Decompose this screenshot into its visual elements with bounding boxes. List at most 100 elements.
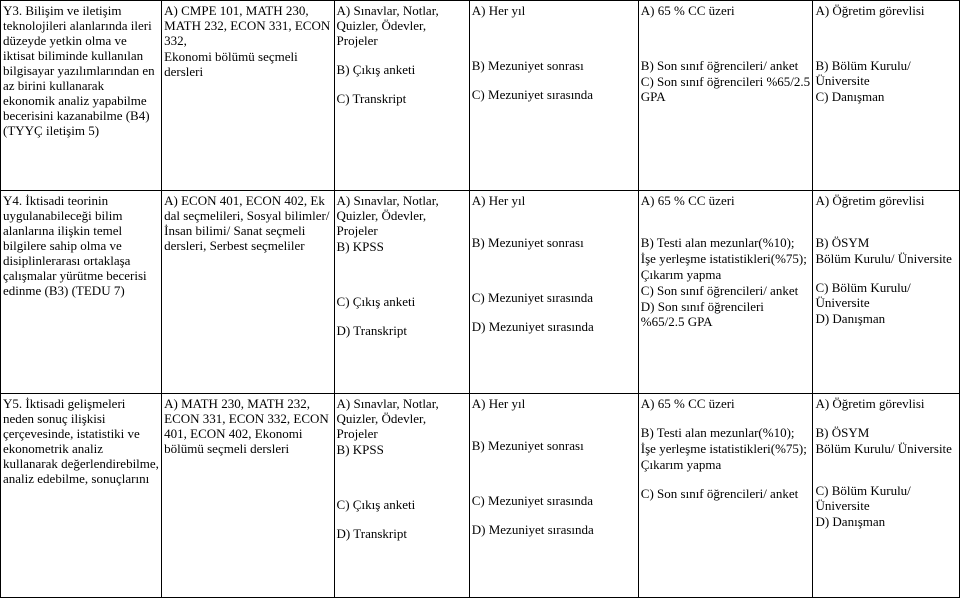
responsible-cell-line: A) Öğretim görevlisi	[815, 397, 957, 412]
responsible-cell-line: C) Bölüm Kurulu/ Üniversite	[815, 281, 957, 311]
course-outcomes-table: Y3. Bilişim ve iletişim teknolojileri al…	[0, 0, 960, 598]
responsible-cell-line: D) Danışman	[815, 312, 957, 327]
responsible-cell-line	[815, 20, 957, 32]
timing-cell-line: C) Mezuniyet sırasında	[472, 291, 636, 306]
responsible-cell: A) Öğretim görevlisi B) Bölüm Kurulu/ Üni…	[813, 1, 960, 191]
criteria-cell-line: B) Testi alan mezunlar(%10);	[641, 426, 811, 441]
responsible-cell-line	[815, 458, 957, 470]
outcome-cell-line: Y3. Bilişim ve iletişim teknolojileri al…	[3, 4, 159, 138]
criteria-cell-line	[641, 223, 811, 235]
responsible-cell-line	[815, 46, 957, 58]
assessment-cell: A) Sınavlar, Notlar, Quizler, Ödevler, P…	[334, 1, 469, 191]
courses-cell-line: A) CMPE 101, MATH 230, MATH 232, ECON 33…	[164, 4, 331, 49]
assessment-cell-line: A) Sınavlar, Notlar, Quizler, Ödevler, P…	[337, 397, 467, 442]
responsible-cell: A) Öğretim görevlisi B) ÖSYMBölüm Kurulu/…	[813, 190, 960, 394]
assessment-cell-line	[337, 311, 467, 323]
timing-cell-line	[472, 210, 636, 222]
responsible-cell-line	[815, 210, 957, 222]
outcome-cell-line: Y5. İktisadi gelişmeleri neden sonuç ili…	[3, 397, 159, 487]
timing-cell-line: A) Her yıl	[472, 194, 636, 209]
assessment-cell: A) Sınavlar, Notlar, Quizler, Ödevler, P…	[334, 190, 469, 394]
assessment-cell: A) Sınavlar, Notlar, Quizler, Ödevler, P…	[334, 394, 469, 598]
criteria-cell-line: B) Testi alan mezunlar(%10);	[641, 236, 811, 251]
assessment-cell-line: D) Transkript	[337, 324, 467, 339]
responsible-cell-line: Bölüm Kurulu/ Üniversite	[815, 252, 957, 267]
criteria-cell: A) 65 % CC üzeriB) Son sınıf öğrencileri…	[638, 1, 813, 191]
timing-cell-line	[472, 20, 636, 32]
outcome-cell: Y4. İktisadi teorinin uygulanabileceği b…	[1, 190, 162, 394]
responsible-cell-line	[815, 471, 957, 483]
assessment-cell-line	[337, 514, 467, 526]
assessment-cell-line	[337, 282, 467, 294]
criteria-cell-line: İşe yerleşme istatistikleri(%75);	[641, 252, 811, 267]
timing-cell-line	[472, 426, 636, 438]
timing-cell-line: D) Mezuniyet sırasında	[472, 320, 636, 335]
assessment-cell-line: A) Sınavlar, Notlar, Quizler, Ödevler, P…	[337, 4, 467, 49]
timing-cell-line	[472, 252, 636, 264]
assessment-cell-line: B) Çıkış anketi	[337, 63, 467, 78]
courses-cell: A) MATH 230, MATH 232, ECON 331, ECON 33…	[162, 394, 334, 598]
timing-cell-line	[472, 223, 636, 235]
responsible-cell-line: C) Bölüm Kurulu/ Üniversite	[815, 484, 957, 514]
responsible-cell-line	[815, 33, 957, 45]
outcome-cell: Y3. Bilişim ve iletişim teknolojileri al…	[1, 1, 162, 191]
criteria-cell-line	[641, 33, 811, 45]
assessment-cell-line	[337, 50, 467, 62]
timing-cell-line	[472, 33, 636, 45]
outcome-cell: Y5. İktisadi gelişmeleri neden sonuç ili…	[1, 394, 162, 598]
responsible-cell-line: B) ÖSYM	[815, 236, 957, 251]
responsible-cell-line: Bölüm Kurulu/ Üniversite	[815, 442, 957, 457]
table-row: Y3. Bilişim ve iletişim teknolojileri al…	[1, 1, 960, 191]
timing-cell-line	[472, 455, 636, 467]
timing-cell-line	[472, 468, 636, 480]
assessment-cell-line	[337, 459, 467, 471]
criteria-cell-line	[641, 46, 811, 58]
timing-cell-line	[472, 46, 636, 58]
responsible-cell-line	[815, 268, 957, 280]
timing-cell-line	[472, 307, 636, 319]
assessment-cell-line: B) KPSS	[337, 240, 467, 255]
courses-cell: A) CMPE 101, MATH 230, MATH 232, ECON 33…	[162, 1, 334, 191]
timing-cell-line: B) Mezuniyet sonrası	[472, 59, 636, 74]
responsible-cell-line: B) Bölüm Kurulu/ Üniversite	[815, 59, 957, 89]
table-row: Y4. İktisadi teorinin uygulanabileceği b…	[1, 190, 960, 394]
criteria-cell-line: A) 65 % CC üzeri	[641, 397, 811, 412]
criteria-cell-line	[641, 20, 811, 32]
criteria-cell: A) 65 % CC üzeriB) Testi alan mezunlar(%…	[638, 190, 813, 394]
timing-cell-line	[472, 75, 636, 87]
assessment-cell-line	[337, 256, 467, 268]
timing-cell: A) Her yılB) Mezuniyet sonrasıC) Mezuniy…	[469, 1, 638, 191]
assessment-cell-line: D) Transkript	[337, 527, 467, 542]
criteria-cell-line	[641, 210, 811, 222]
timing-cell-line: B) Mezuniyet sonrası	[472, 439, 636, 454]
criteria-cell-line: B) Son sınıf öğrencileri/ anket	[641, 59, 811, 74]
responsible-cell-line: D) Danışman	[815, 515, 957, 530]
criteria-cell-line: Çıkarım yapma	[641, 458, 811, 473]
timing-cell-line: C) Mezuniyet sırasında	[472, 494, 636, 509]
courses-cell-line: A) ECON 401, ECON 402, Ek dal seçmeliler…	[164, 194, 331, 254]
timing-cell-line: A) Her yıl	[472, 397, 636, 412]
responsible-cell-line: A) Öğretim görevlisi	[815, 4, 957, 19]
criteria-cell-line	[641, 474, 811, 486]
timing-cell: A) Her yılB) Mezuniyet sonrasıC) Mezuniy…	[469, 190, 638, 394]
timing-cell-line	[472, 278, 636, 290]
criteria-cell-line	[641, 413, 811, 425]
courses-cell-line: Ekonomi bölümü seçmeli dersleri	[164, 50, 331, 80]
timing-cell-line	[472, 413, 636, 425]
criteria-cell-line: Çıkarım yapma	[641, 268, 811, 283]
assessment-cell-line: C) Çıkış anketi	[337, 295, 467, 310]
criteria-cell: A) 65 % CC üzeri B) Testi alan mezunlar(%…	[638, 394, 813, 598]
assessment-cell-line	[337, 472, 467, 484]
responsible-cell-line: A) Öğretim görevlisi	[815, 194, 957, 209]
criteria-cell-line: C) Son sınıf öğrencileri/ anket	[641, 284, 811, 299]
responsible-cell: A) Öğretim görevlisiB) ÖSYMBölüm Kurulu/…	[813, 394, 960, 598]
assessment-cell-line: A) Sınavlar, Notlar, Quizler, Ödevler, P…	[337, 194, 467, 239]
timing-cell: A) Her yıl B) Mezuniyet sonrası C) Mezuniy…	[469, 394, 638, 598]
criteria-cell-line: C) Son sınıf öğrencileri %65/2.5 GPA	[641, 75, 811, 105]
assessment-cell-line	[337, 269, 467, 281]
courses-cell: A) ECON 401, ECON 402, Ek dal seçmeliler…	[162, 190, 334, 394]
timing-cell-line	[472, 265, 636, 277]
criteria-cell-line: D) Son sınıf öğrencileri %65/2.5 GPA	[641, 300, 811, 330]
responsible-cell-line	[815, 413, 957, 425]
responsible-cell-line: C) Danışman	[815, 90, 957, 105]
